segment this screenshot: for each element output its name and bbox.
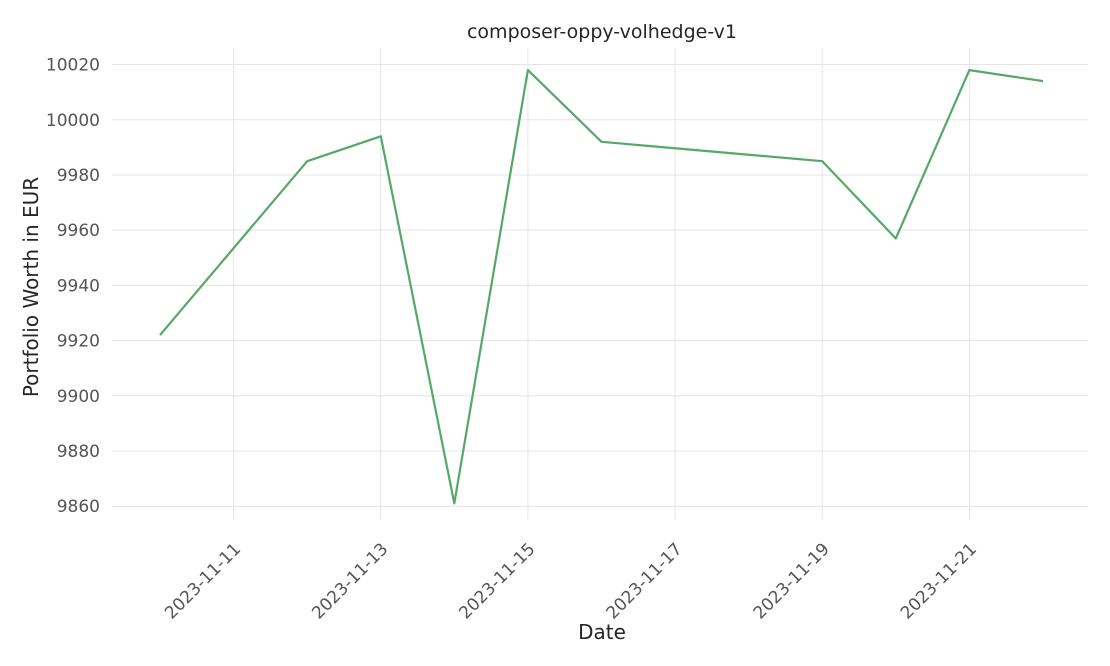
x-tick-label: 2023-11-19 [750, 539, 834, 623]
series-group [159, 68, 1044, 505]
y-tick-label: 10020 [46, 56, 100, 76]
chart-title: composer-oppy-volhedge-v1 [467, 21, 737, 43]
y-tick-label: 9980 [57, 166, 100, 186]
series-line [159, 68, 1044, 505]
y-tick-label: 9940 [57, 276, 100, 296]
y-tick-label: 9900 [57, 387, 100, 407]
y-tick-label: 9920 [57, 332, 100, 352]
y-axis-label: Portfolio Worth in EUR [19, 177, 43, 397]
y-axis-ticks: 9860 9880 9900 9920 9940 9960 9980 10000 10020 [46, 56, 100, 518]
y-tick-label: 9960 [57, 221, 100, 241]
x-axis-label: Date [578, 620, 626, 644]
x-tick-label: 2023-11-13 [308, 539, 392, 623]
y-tick-label: 9860 [57, 497, 100, 517]
grid-lines [112, 48, 1088, 520]
x-tick-label: 2023-11-11 [161, 539, 245, 623]
x-tick-label: 2023-11-15 [455, 539, 539, 623]
x-tick-label: 2023-11-17 [603, 539, 687, 623]
y-tick-label: 9880 [57, 442, 100, 462]
x-tick-label: 2023-11-21 [897, 539, 981, 623]
x-axis-ticks: 2023-11-11 2023-11-13 2023-11-15 2023-11-17… [161, 539, 981, 623]
y-tick-label: 10000 [46, 111, 100, 131]
